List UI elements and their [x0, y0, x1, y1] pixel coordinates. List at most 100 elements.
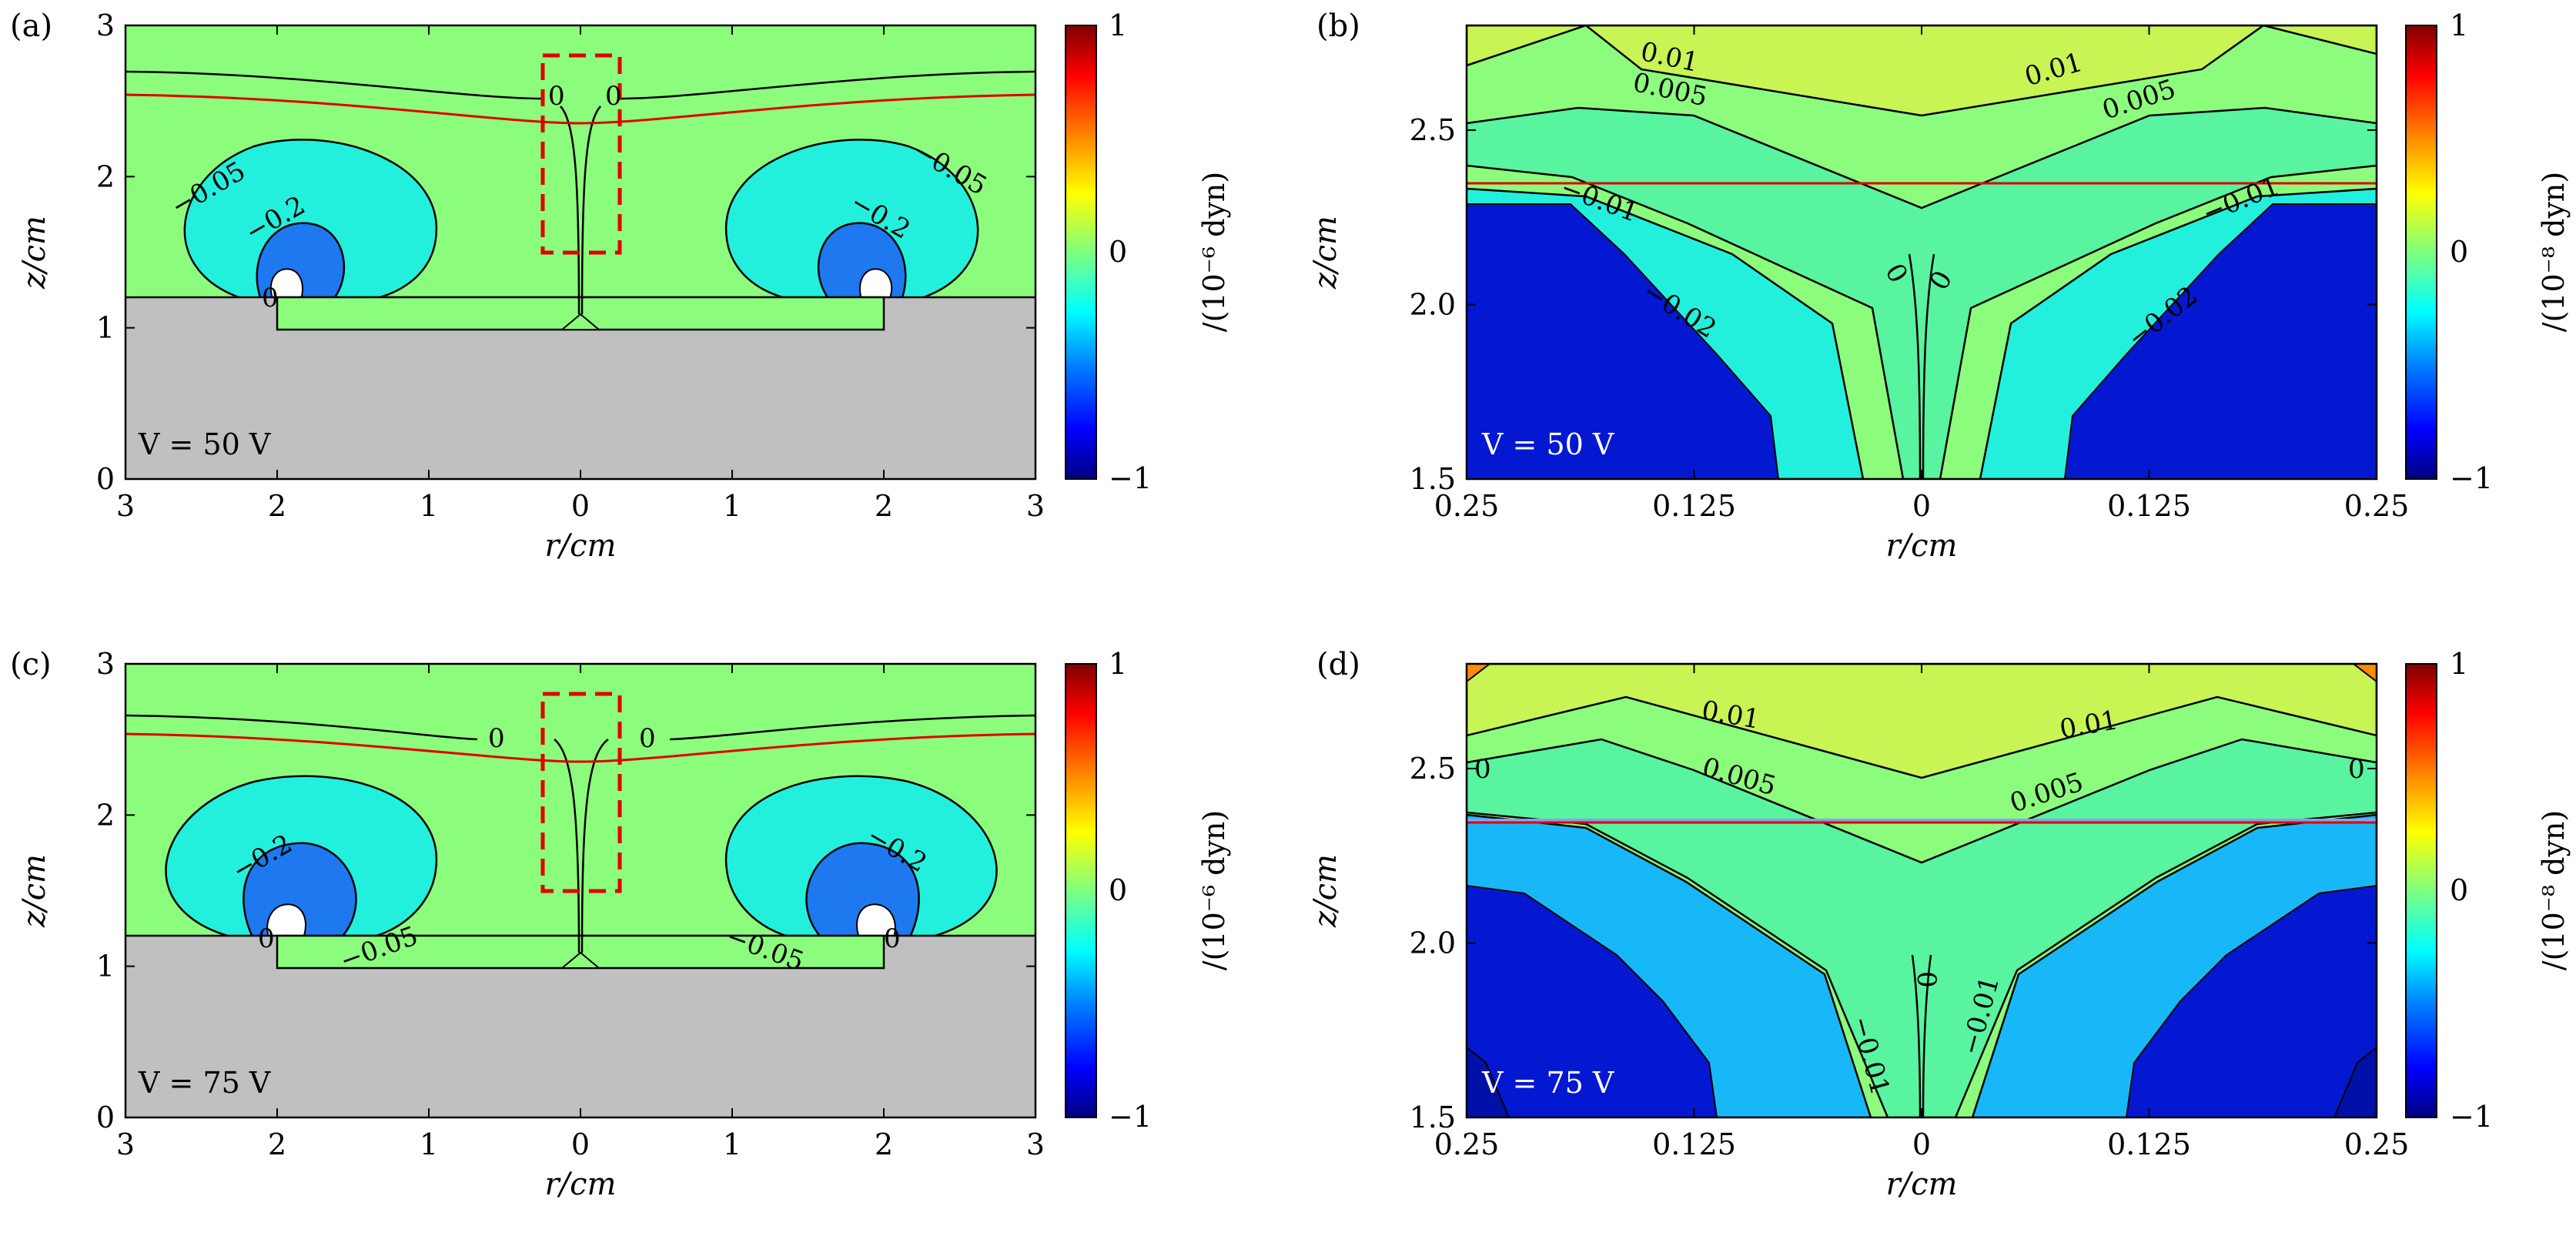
- x-tick-label: 0: [571, 1127, 590, 1161]
- x-tick-label: 1: [420, 489, 438, 523]
- colorbar-zero-label: 0: [2450, 873, 2468, 907]
- colorbar-gradient: [2405, 25, 2437, 480]
- contour-label: 0: [548, 81, 565, 112]
- contour-band-mid: [1467, 738, 2377, 1117]
- contour-label: 0: [258, 923, 275, 954]
- y-tick-label: 1.5: [1410, 462, 1456, 496]
- x-tick-label: 0.25: [1434, 1127, 1500, 1161]
- contour-zero-center: [560, 106, 601, 315]
- y-tick-label: 3: [96, 647, 115, 681]
- y-axis-label: z/cm: [1308, 854, 1343, 928]
- x-tick-label: 3: [1026, 1127, 1045, 1161]
- panel-a: 0 0 −0.05 −0.2 −0.2 −0.05 0 V = 50 V: [125, 25, 1035, 479]
- colorbar-min-label: −1: [1109, 1100, 1152, 1134]
- panel-label: (c): [10, 647, 52, 682]
- colorbar-c: 1 0 −1 /(10⁻⁶ dyn): [1065, 647, 1231, 1134]
- x-tick-label: 0.125: [2107, 1127, 2191, 1161]
- contour-zero-top: [125, 714, 1035, 741]
- panel-c: 0 0 −0.2 −0.2 −0.05 −0.05 0 0 V = 75 V: [125, 664, 1035, 1117]
- colorbar-max-label: 1: [1109, 647, 1127, 681]
- contour-region-deep-right: [2125, 884, 2377, 1117]
- contour-label: 0: [884, 923, 901, 954]
- x-tick-label: 1: [420, 1127, 438, 1161]
- contour-label: 0: [1911, 971, 1942, 988]
- y-tick-label: 1: [96, 311, 115, 345]
- contour-zero-center: [1908, 253, 1935, 479]
- y-tick-label: 1: [96, 950, 115, 983]
- contour-region-left-outer: [183, 139, 438, 303]
- panel-d: 0.01 0.01 0.005 0.005 0 0 −0.01 −0.01 0 …: [1467, 664, 2377, 1117]
- x-tick-label: 0.125: [1652, 489, 1736, 523]
- zoom-box: [540, 53, 622, 255]
- colorbar-a: 1 0 −1 /(10⁻⁶ dyn): [1065, 8, 1231, 495]
- y-tick-label: 2.5: [1410, 752, 1456, 786]
- contour-region-deep-right: [2063, 203, 2377, 479]
- surface-line: [125, 732, 1035, 763]
- voltage-label: V = 75 V: [138, 1066, 271, 1100]
- y-tick-label: 2.5: [1410, 113, 1456, 147]
- contour-zero-center: [554, 738, 609, 953]
- contour-region-navy-left: [1467, 1046, 1510, 1117]
- x-tick-label: 0.25: [2344, 1127, 2410, 1161]
- voltage-label: V = 50 V: [1481, 427, 1614, 461]
- y-tick-label: 2.0: [1410, 926, 1456, 960]
- panel-label: (b): [1316, 8, 1360, 44]
- contour-label: 0: [639, 723, 656, 754]
- colorbar-max-label: 1: [2450, 647, 2468, 681]
- colorbar-gradient: [1065, 663, 1097, 1118]
- x-tick-label: 2: [268, 1127, 286, 1161]
- x-tick-label: 3: [116, 489, 135, 523]
- contour-region-navy-right: [2333, 1046, 2377, 1117]
- colorbar-gradient: [2405, 663, 2437, 1118]
- contour-region-deep-left: [1467, 203, 1780, 479]
- corner-hot-right: [2352, 664, 2377, 683]
- contour-label: 0: [488, 723, 505, 754]
- contour-label: 0: [605, 81, 622, 112]
- x-tick-label: 2: [875, 1127, 893, 1161]
- y-tick-label: 2: [96, 798, 115, 832]
- colorbar-min-label: −1: [1109, 461, 1152, 495]
- colorbar-gradient: [1065, 25, 1097, 480]
- contour-label: 0: [1474, 754, 1491, 785]
- corner-hot-left: [1467, 664, 1491, 683]
- colorbar-d: 1 0 −1 /(10⁻⁸ dyn): [2405, 647, 2571, 1134]
- x-tick-label: 0.125: [1652, 1127, 1736, 1161]
- x-tick-label: 1: [723, 489, 741, 523]
- colorbar-unit-label: /(10⁻⁸ dyn): [2537, 172, 2571, 332]
- panel-label: (a): [10, 8, 52, 44]
- x-axis-label: r/cm: [545, 528, 617, 564]
- colorbar-min-label: −1: [2450, 461, 2493, 495]
- y-tick-label: 2.0: [1410, 287, 1456, 321]
- contour-band-top: [1467, 25, 2377, 117]
- surface-line: [125, 93, 1035, 125]
- center-cusp: [560, 951, 601, 969]
- x-tick-label: 0.125: [2107, 489, 2191, 523]
- y-tick-label: 3: [96, 8, 115, 42]
- x-axis-label: r/cm: [1886, 1167, 1958, 1202]
- x-tick-label: 2: [875, 489, 893, 523]
- colorbar-zero-label: 0: [1109, 235, 1127, 269]
- colorbar-min-label: −1: [2450, 1100, 2493, 1134]
- colorbar-zero-label: 0: [1109, 873, 1127, 907]
- contour-band-top: [1467, 664, 2377, 779]
- contour-label: 0: [2348, 754, 2365, 785]
- y-axis-label: z/cm: [17, 216, 52, 290]
- panel-b: 0.01 0.01 0.005 0.005 −0.01 −0.01 −0.02 …: [1467, 25, 2377, 479]
- x-tick-label: 0: [1912, 489, 1931, 523]
- contour-zero-center: [1911, 954, 1932, 1117]
- colorbar-unit-label: /(10⁻⁶ dyn): [1197, 172, 1231, 332]
- x-axis-label: r/cm: [545, 1167, 617, 1202]
- x-axis-label: r/cm: [1886, 528, 1958, 564]
- panel-label: (d): [1316, 647, 1360, 682]
- colorbar-b: 1 0 −1 /(10⁻⁸ dyn): [2405, 8, 2571, 495]
- y-axis-label: z/cm: [1308, 216, 1343, 290]
- x-tick-label: 2: [268, 489, 286, 523]
- colorbar-unit-label: /(10⁻⁸ dyn): [2537, 810, 2571, 970]
- y-tick-label: 1.5: [1410, 1101, 1456, 1134]
- contour-region-deep-left: [1467, 884, 1718, 1117]
- colorbar-unit-label: /(10⁻⁶ dyn): [1197, 810, 1231, 970]
- y-tick-label: 0: [96, 462, 115, 496]
- x-tick-label: 1: [723, 1127, 741, 1161]
